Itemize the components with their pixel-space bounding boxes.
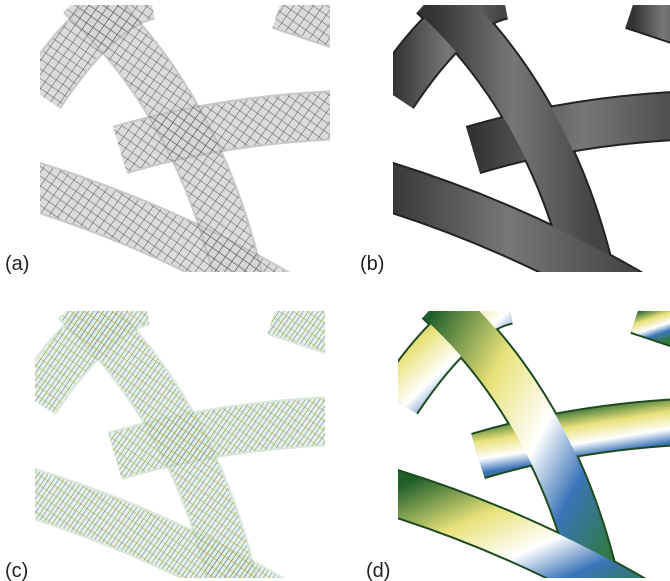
figure: (a) (b) (c) (d) <box>0 0 670 581</box>
panel-b-image <box>383 0 670 295</box>
panel-label: (d) <box>366 560 390 581</box>
panel-label: (c) <box>5 560 28 581</box>
panel-label: (b) <box>360 253 384 275</box>
panel-a-image <box>30 0 340 295</box>
panel-c-image <box>25 301 335 581</box>
panel-label: (a) <box>5 253 29 275</box>
panel-d-image <box>388 301 670 581</box>
